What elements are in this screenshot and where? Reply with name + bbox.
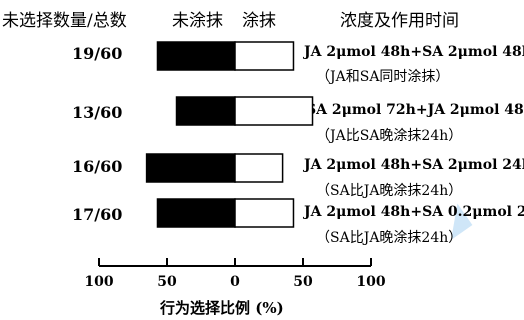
ratio-label: 19/60 bbox=[72, 44, 123, 63]
x-tick-label: 100 bbox=[84, 274, 114, 290]
bar-applied bbox=[234, 153, 284, 183]
header-applied: 涂抹 bbox=[242, 11, 276, 31]
x-axis-label: 行为选择比例 (%) bbox=[160, 299, 284, 317]
ratio-label: 13/60 bbox=[72, 103, 123, 122]
header-unselected: 未选择数量/总数 bbox=[2, 11, 127, 31]
condition-label: JA 2μmol 48h+SA 0.2μmol 24h bbox=[304, 204, 524, 220]
x-tick-label: 50 bbox=[157, 274, 177, 290]
bar-not-applied bbox=[156, 198, 236, 228]
condition-label: JA 2μmol 48h+SA 2μmol 48h bbox=[304, 44, 524, 60]
bar-not-applied bbox=[145, 153, 236, 183]
bar-applied bbox=[234, 96, 314, 126]
bar-not-applied bbox=[175, 96, 236, 126]
bar-applied bbox=[234, 41, 295, 71]
condition-label: SA 2μmol 72h+JA 2μmol 48h bbox=[306, 102, 524, 118]
condition-label: JA 2μmol 48h+SA 2μmol 24h bbox=[304, 157, 524, 173]
condition-note: （JA比SA晚涂抹24h） bbox=[316, 128, 463, 144]
header-not-applied: 未涂抹 bbox=[172, 11, 223, 31]
ratio-label: 16/60 bbox=[72, 157, 123, 176]
condition-note: （SA比JA晚涂抹24h） bbox=[316, 183, 463, 199]
bar-not-applied bbox=[156, 41, 236, 71]
header-condition: 浓度及作用时间 bbox=[340, 11, 459, 31]
x-tick-label: 0 bbox=[230, 274, 240, 290]
x-tick-label: 50 bbox=[293, 274, 313, 290]
x-tick-label: 100 bbox=[356, 274, 386, 290]
condition-note: （JA和SA同时涂抹） bbox=[316, 69, 450, 85]
condition-note: （SA比JA晚涂抹24h） bbox=[316, 230, 463, 246]
bar-applied bbox=[234, 198, 295, 228]
ratio-label: 17/60 bbox=[72, 205, 123, 224]
